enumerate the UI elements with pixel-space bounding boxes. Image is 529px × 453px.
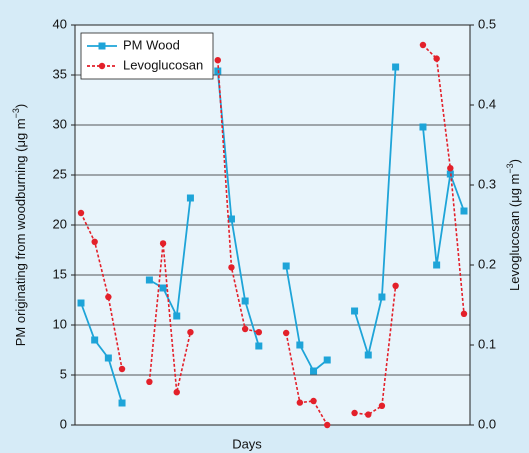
y-label-sup: −3 xyxy=(11,108,21,118)
y-axis-label: PM originating from woodburning (μg m−3) xyxy=(11,104,28,346)
marker xyxy=(282,329,290,337)
marker xyxy=(365,411,372,418)
marker xyxy=(323,356,331,364)
marker xyxy=(118,365,126,373)
marker xyxy=(351,307,359,315)
marker xyxy=(447,165,454,172)
legend-marker xyxy=(98,42,106,50)
legend-box xyxy=(80,32,214,80)
y2-tick-label: 0.3 xyxy=(478,176,496,191)
marker xyxy=(105,293,112,301)
y-tick-label: 5 xyxy=(60,366,67,381)
marker xyxy=(173,389,180,396)
marker xyxy=(187,329,194,336)
y-label-text: PM originating from woodburning (μg m xyxy=(13,118,28,346)
legend-label: PM Wood xyxy=(123,37,180,52)
y2-tick-label: 0.4 xyxy=(478,96,496,111)
y2-tick-label: 0.5 xyxy=(478,16,496,31)
marker xyxy=(77,299,85,307)
marker xyxy=(91,238,98,245)
marker xyxy=(296,399,304,406)
marker xyxy=(241,297,249,305)
marker xyxy=(159,284,167,292)
y-label-end: ) xyxy=(13,104,28,108)
marker xyxy=(186,194,194,202)
y2-axis-label: Levoglucosan (μg m−3) xyxy=(505,159,522,291)
marker xyxy=(145,276,153,284)
marker xyxy=(255,329,263,336)
y2-label-text: Levoglucosan (μg m xyxy=(507,174,522,291)
legend-marker xyxy=(98,62,106,70)
marker xyxy=(255,342,263,350)
marker xyxy=(433,261,441,269)
marker xyxy=(173,312,181,320)
x-axis-label: Days xyxy=(232,436,262,451)
series-line xyxy=(80,44,465,426)
marker xyxy=(351,409,358,417)
marker xyxy=(378,293,386,301)
y-tick-label: 30 xyxy=(53,116,67,131)
marker xyxy=(310,397,317,405)
marker xyxy=(146,378,153,385)
y-tick-label: 10 xyxy=(53,316,67,331)
marker xyxy=(104,354,112,362)
marker xyxy=(214,57,221,64)
plot-frame xyxy=(74,24,471,426)
marker xyxy=(460,310,468,317)
y2-label-sup: −3 xyxy=(505,163,515,173)
y-tick-label: 40 xyxy=(53,16,67,31)
y-tick-label: 35 xyxy=(53,66,67,81)
marker xyxy=(419,123,427,131)
marker xyxy=(227,215,235,223)
marker xyxy=(392,282,399,289)
marker xyxy=(118,399,126,407)
marker xyxy=(433,55,440,62)
marker xyxy=(460,207,468,215)
marker xyxy=(282,262,290,270)
marker xyxy=(296,341,304,349)
marker xyxy=(324,421,331,429)
marker xyxy=(419,41,427,49)
marker xyxy=(228,264,235,271)
y-tick-label: 25 xyxy=(53,166,67,181)
marker xyxy=(310,367,318,375)
marker xyxy=(392,63,400,71)
series-line xyxy=(80,66,465,404)
marker xyxy=(364,351,372,359)
y-tick-label: 0 xyxy=(60,416,67,431)
y-tick-label: 20 xyxy=(53,216,67,231)
marker xyxy=(159,240,167,247)
marker xyxy=(378,402,386,409)
y-tick-label: 15 xyxy=(53,266,67,281)
marker xyxy=(77,209,85,217)
marker xyxy=(241,325,249,333)
y2-label-end: ) xyxy=(507,159,522,163)
y2-tick-label: 0.0 xyxy=(478,416,496,431)
y2-tick-label: 0.2 xyxy=(478,256,496,271)
y2-tick-label: 0.1 xyxy=(478,336,496,351)
legend-label: Levoglucosan xyxy=(123,57,203,72)
marker xyxy=(91,336,99,344)
